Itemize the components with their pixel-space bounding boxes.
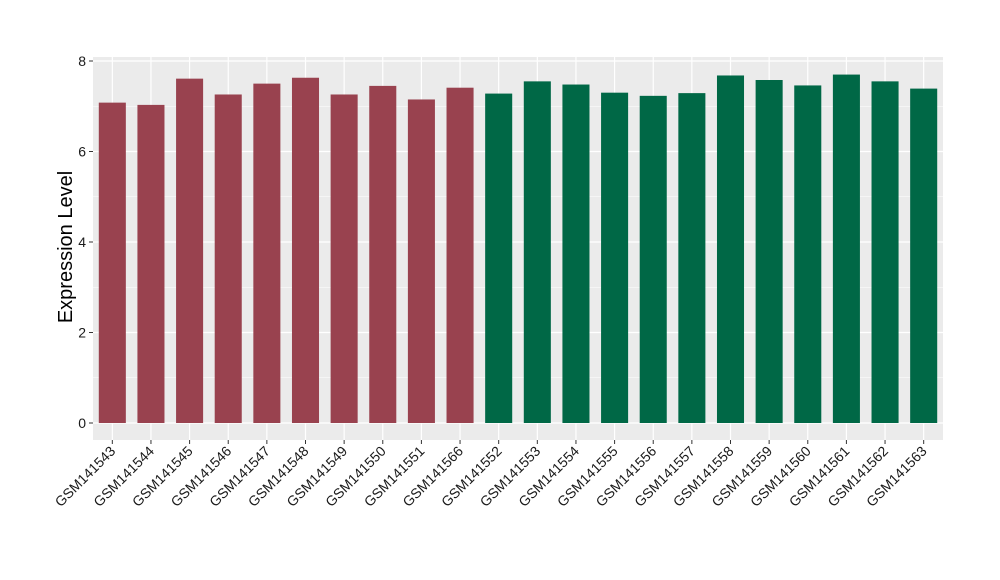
bar [485, 93, 513, 423]
y-tick-label: 8 [78, 53, 86, 69]
bar [176, 78, 204, 424]
bar [137, 104, 165, 423]
bar [601, 92, 629, 424]
bars [98, 74, 938, 424]
y-tick-label: 0 [78, 415, 86, 431]
bar [369, 85, 397, 423]
bar [330, 94, 358, 424]
bar [253, 83, 281, 423]
bar [678, 93, 706, 423]
bar [98, 102, 126, 423]
bar [871, 81, 899, 424]
bar [755, 80, 783, 423]
bar [794, 85, 822, 423]
y-tick-label: 2 [78, 325, 86, 341]
bar [446, 87, 474, 423]
bar [291, 77, 320, 424]
y-tick-label: 6 [78, 144, 86, 160]
bar [562, 84, 590, 423]
bar [639, 95, 667, 423]
y-tick-label: 4 [78, 234, 86, 250]
y-axis: 0 2 4 6 8 [78, 53, 93, 431]
x-axis: GSM141543GSM141544GSM141545GSM141546GSM1… [52, 440, 930, 510]
y-axis-title: Expression Level [55, 171, 77, 323]
bar [214, 94, 242, 424]
bar [910, 88, 938, 423]
bar [407, 99, 435, 424]
bar [716, 75, 745, 423]
bar [832, 74, 860, 423]
bar [523, 81, 551, 424]
